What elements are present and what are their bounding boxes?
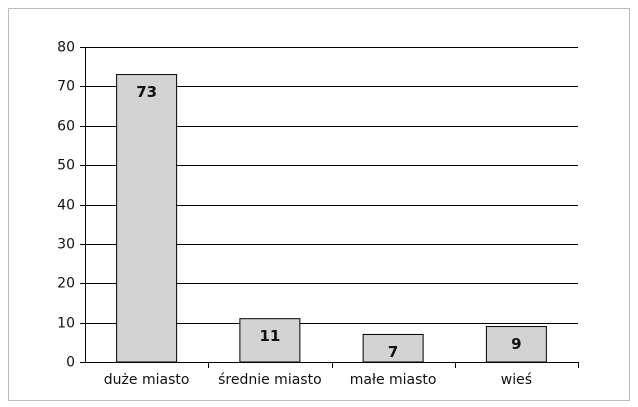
data-label: 11 [259,327,280,345]
y-tick-label: 40 [57,198,75,214]
bar [485,326,547,363]
bar [116,74,178,363]
x-tick-label: duże miasto [104,372,190,388]
y-tick-label: 10 [57,316,75,332]
y-tick-label: 50 [57,158,75,174]
bar [362,333,424,363]
frame [8,8,630,401]
y-tick-label: 80 [57,40,75,56]
data-label: 9 [511,335,521,353]
x-tick-label: wieś [501,372,532,388]
x-tick-label: średnie miasto [218,372,322,388]
y-tick-label: 0 [66,355,75,371]
y-tick-label: 30 [57,237,75,253]
x-tick-label: małe miasto [350,372,437,388]
y-tick-label: 60 [57,119,75,135]
y-tick-label: 70 [57,79,75,95]
bar [239,318,301,363]
y-tick-label: 20 [57,276,75,292]
data-label: 7 [388,343,398,361]
data-label: 73 [136,83,157,101]
